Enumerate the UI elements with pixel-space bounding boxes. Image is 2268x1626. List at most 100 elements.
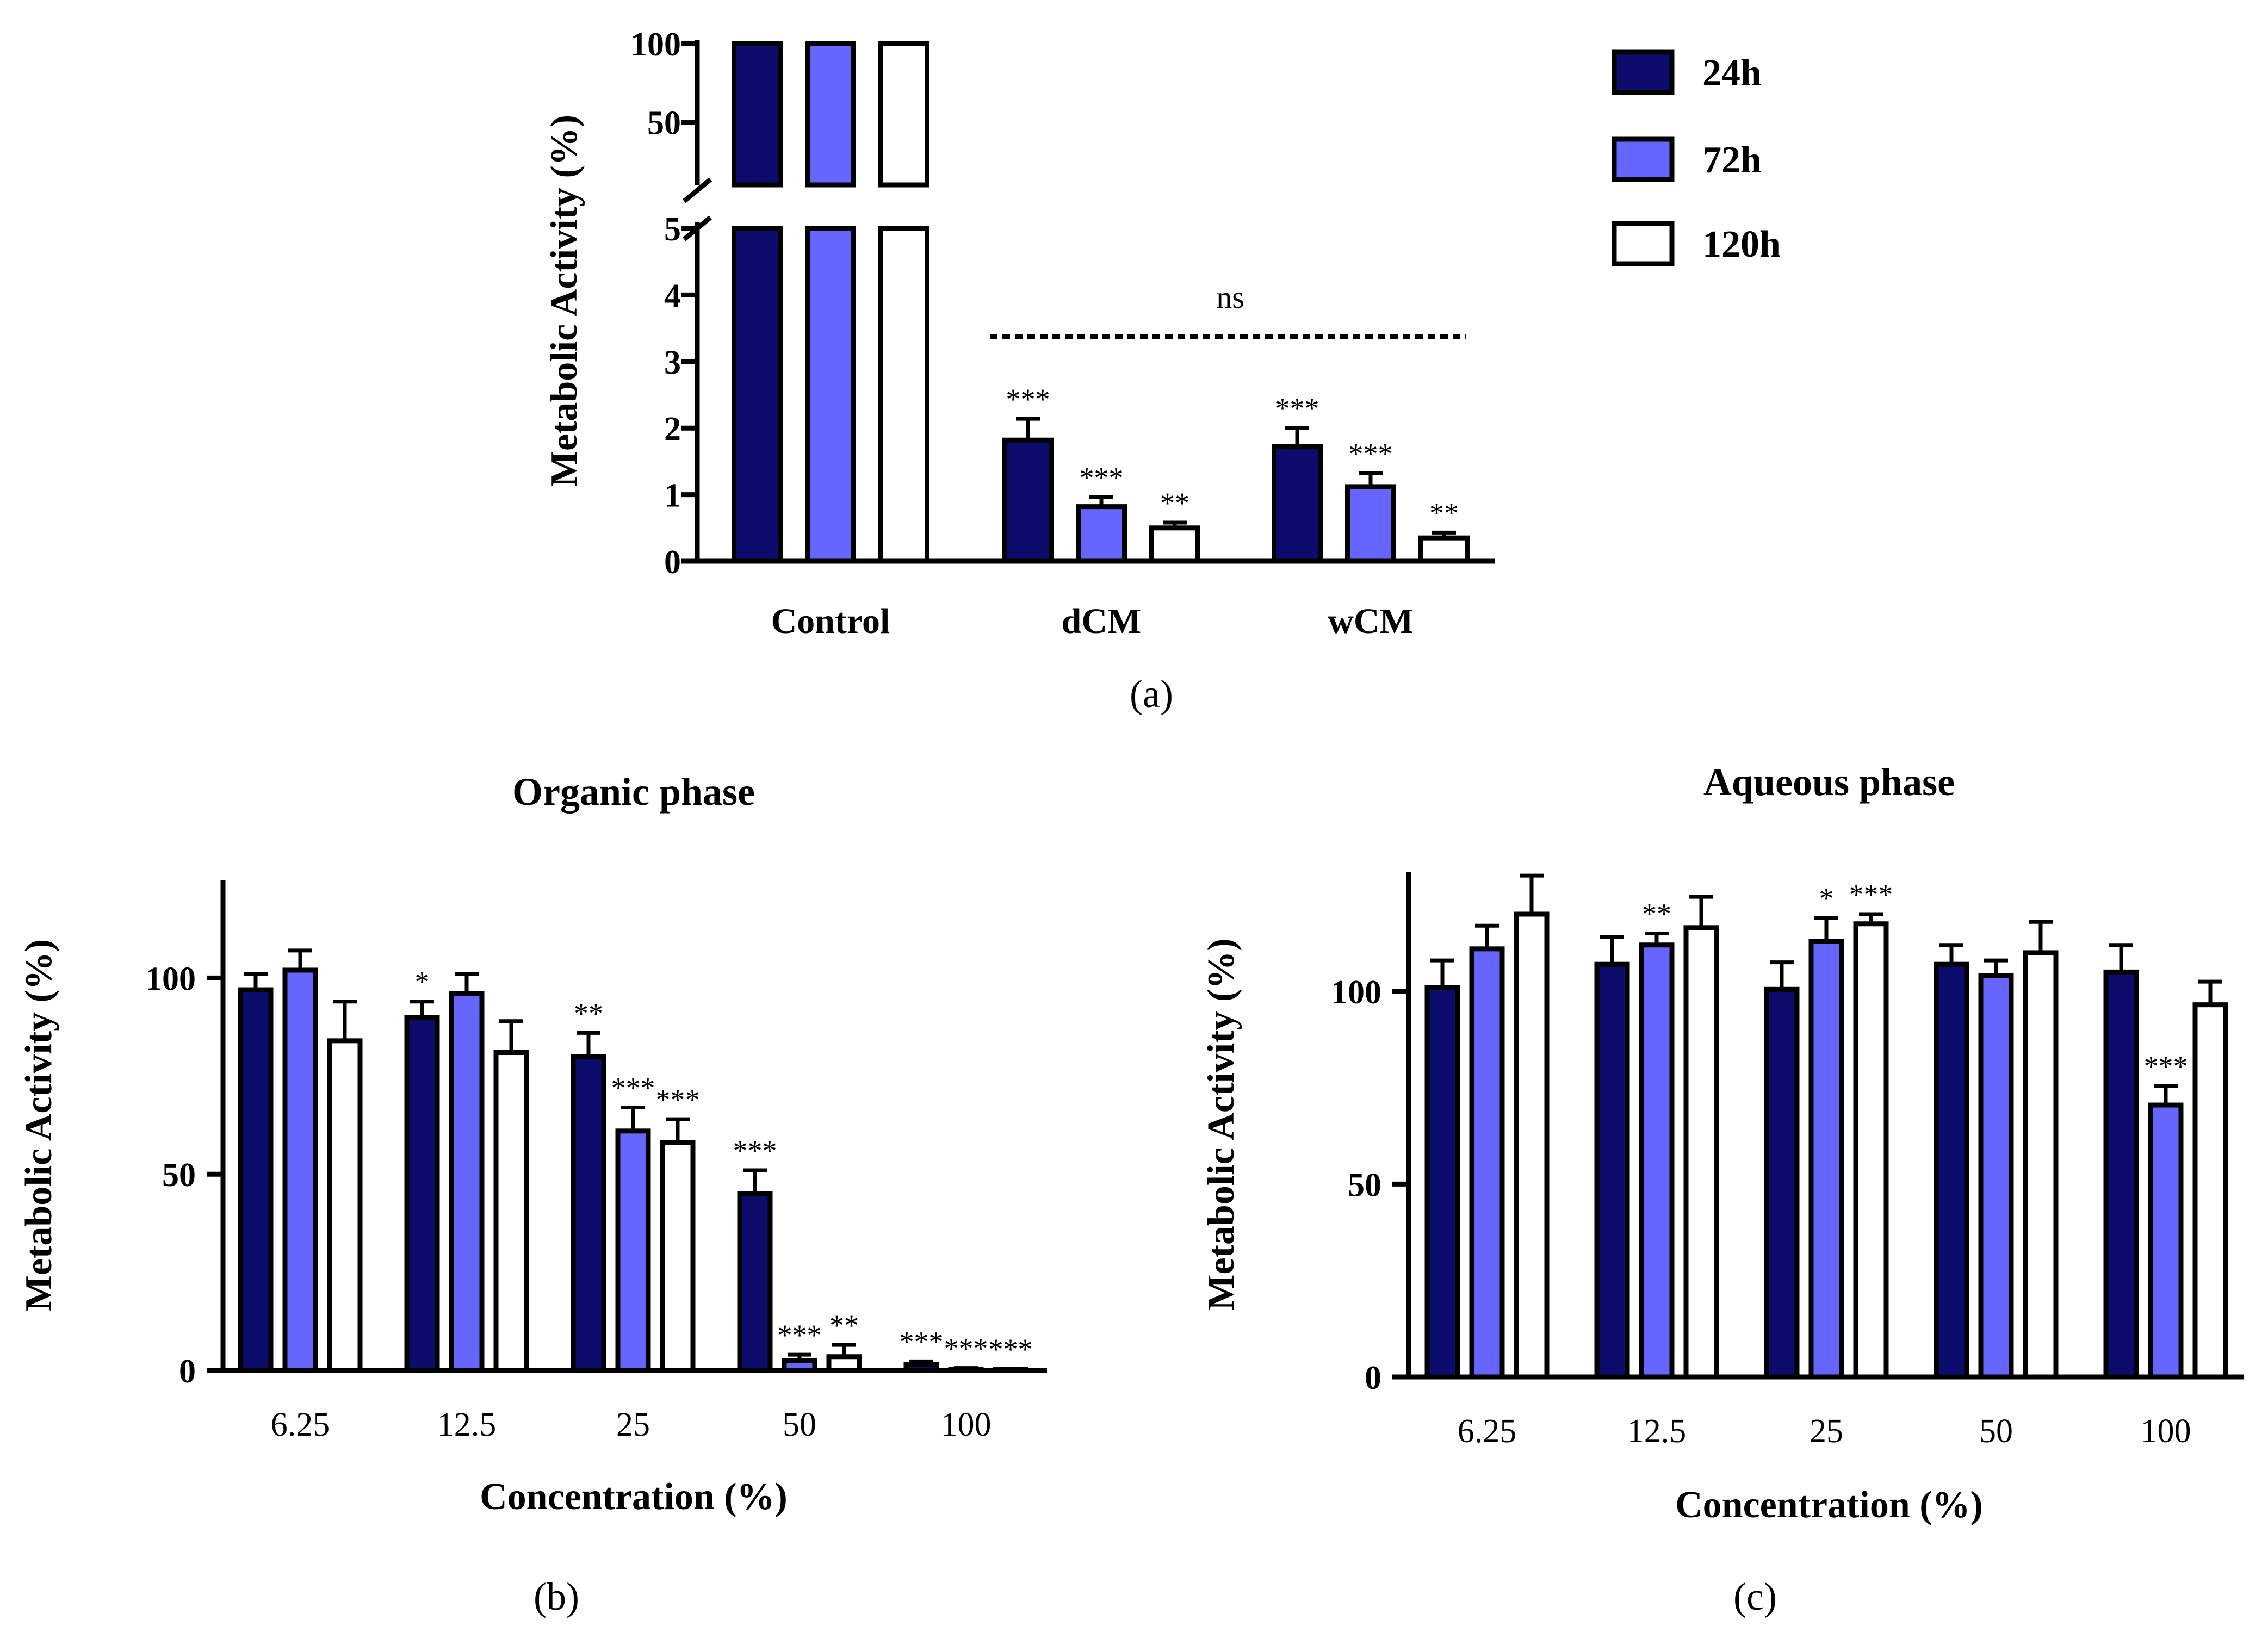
- panel-b-xtick-label: 100: [941, 1406, 992, 1443]
- panel-label-a: (a): [1130, 672, 1173, 716]
- panel-c-bar: [2148, 1102, 2184, 1380]
- legend-swatch-120h: [1612, 221, 1675, 266]
- panel-a-significance: ***: [1349, 437, 1393, 470]
- panel-b-significance: ***: [733, 1134, 777, 1167]
- panel-label-c: (c): [1733, 1575, 1777, 1618]
- panel-c-title: Aqueous phase: [1703, 760, 1955, 804]
- panel-c-bar: [2192, 1002, 2228, 1380]
- panel-c-bar: [1424, 985, 1460, 1380]
- legend-swatch-72h: [1612, 136, 1675, 182]
- panel-a-significance: ***: [1080, 461, 1124, 494]
- panel-b-bar: [571, 1054, 606, 1373]
- panel-b-significance: ***: [778, 1319, 822, 1351]
- panel-b-ytick-label: 100: [145, 960, 196, 997]
- panel-c-bar: [1934, 961, 1969, 1380]
- panel-label-b: (b): [534, 1575, 579, 1618]
- panel-c-xtick-label: 100: [2141, 1413, 2191, 1450]
- panel-c-bar: [1978, 973, 2014, 1380]
- panel-b-bar: [826, 1354, 862, 1373]
- panel-a-bar-upper: [878, 41, 929, 188]
- panel-b-ytick-label: 50: [162, 1157, 196, 1194]
- panel-a-ytick-label: 2: [664, 411, 681, 448]
- panel-a-significance: **: [1160, 487, 1189, 519]
- panel-a-bar: [732, 226, 783, 564]
- panel-c-bar: [1853, 921, 1889, 1380]
- panel-a-xtick-label: dCM: [1062, 601, 1142, 641]
- panel-c-chart: 0 50 100 Metabolic Activity (%) Concentratio…: [1200, 760, 2244, 1526]
- panel-b-bar: [404, 1015, 440, 1373]
- panel-a-bar: [878, 226, 929, 564]
- panel-b-significance: ***: [900, 1325, 944, 1358]
- panel-a-bar: [1418, 535, 1470, 564]
- legend-swatch-24h: [1612, 49, 1675, 95]
- panel-a-ytick-label: 100: [630, 26, 681, 63]
- panel-b-significance: ***: [989, 1333, 1033, 1366]
- panel-a-y-axis-label: Metabolic Activity (%): [543, 115, 585, 487]
- panel-a-bar: [1345, 484, 1396, 564]
- panel-a-ytick-label: 5: [664, 211, 681, 248]
- panel-b-xtick-label: 25: [616, 1406, 650, 1443]
- panel-b-bar: [449, 991, 485, 1373]
- panel-c-bar: [1594, 961, 1630, 1380]
- legend-label-120h: 120h: [1702, 224, 1781, 265]
- panel-a-ytick-label: 3: [664, 344, 681, 381]
- panel-a-bar: [1002, 437, 1054, 564]
- panel-a-ytick-label: 1: [664, 477, 681, 514]
- panel-b-title: Organic phase: [512, 770, 755, 814]
- panel-a-bar: [1149, 525, 1200, 564]
- panel-c-ytick-label: 0: [1365, 1360, 1381, 1397]
- panel-c-significance: **: [1642, 897, 1671, 930]
- panel-b-xtick-label: 12.5: [437, 1406, 497, 1443]
- panel-b-x-axis-label: Concentration (%): [480, 1476, 788, 1518]
- panel-a-ytick-label: 4: [664, 277, 681, 314]
- panel-a-axis-break-upper: [683, 177, 712, 203]
- panel-b-bar: [782, 1358, 817, 1373]
- panel-b-ytick-label: 0: [179, 1353, 196, 1390]
- panel-c-y-axis-label: Metabolic Activity (%): [1200, 938, 1242, 1310]
- panel-b-chart: 0 50 100 Metabolic Activity (%) Concentratio…: [18, 770, 1047, 1518]
- panel-a-xtick-label: wCM: [1328, 601, 1414, 641]
- panel-a-significance: ***: [1275, 392, 1319, 425]
- legend: 24h 72h 120h: [1612, 49, 1781, 266]
- panel-b-significance: **: [829, 1309, 859, 1342]
- legend-label-24h: 24h: [1702, 52, 1762, 94]
- panel-a-ytick-label: 0: [664, 544, 681, 581]
- panel-b-significance: *: [415, 966, 430, 998]
- panel-c-xtick-label: 12.5: [1627, 1413, 1687, 1450]
- panel-b-bar: [903, 1362, 939, 1373]
- panel-c-xtick-label: 25: [1810, 1413, 1843, 1450]
- panel-c-bar: [2023, 950, 2059, 1380]
- panel-a-chart: 0 1 2 3 4 5 50 100 Metabolic Activity (%) Control…: [543, 26, 1495, 641]
- panel-c-xtick-label: 6.25: [1458, 1413, 1517, 1450]
- panel-b-xtick-label: 6.25: [271, 1406, 330, 1443]
- legend-label-72h: 72h: [1702, 139, 1762, 181]
- panel-a-bar-upper: [805, 41, 856, 188]
- panel-a-bar-upper: [732, 41, 783, 188]
- panel-b-bar: [615, 1128, 651, 1373]
- panel-c-significance: ***: [1849, 878, 1893, 911]
- panel-a-comparison-label: ns: [1216, 280, 1244, 315]
- panel-c-bar: [1469, 946, 1505, 1380]
- panel-b-significance: ***: [944, 1332, 988, 1365]
- panel-b-bar: [660, 1140, 696, 1373]
- panel-a-bar: [805, 226, 856, 564]
- panel-c-ytick-label: 100: [1331, 974, 1381, 1011]
- panel-b-bar: [282, 967, 318, 1373]
- panel-b-significance: ***: [611, 1072, 655, 1104]
- panel-a-significance: **: [1429, 497, 1459, 529]
- panel-c-bar: [1808, 939, 1844, 1380]
- panel-b-significance: **: [574, 997, 603, 1029]
- panel-c-bar: [1514, 911, 1550, 1380]
- panel-c-bar: [1683, 925, 1719, 1380]
- panel-c-bar: [1764, 986, 1800, 1380]
- panel-c-bar: [1639, 942, 1675, 1380]
- panel-b-bar: [493, 1050, 529, 1373]
- panel-a-xtick-label: Control: [771, 601, 890, 641]
- panel-c-x-axis-label: Concentration (%): [1675, 1484, 1983, 1526]
- panel-c-xtick-label: 50: [1979, 1413, 2013, 1450]
- panel-c-ytick-label: 50: [1348, 1166, 1381, 1203]
- panel-b-bar: [238, 987, 274, 1373]
- panel-a-bar: [1272, 444, 1323, 564]
- panel-b-significance: ***: [656, 1083, 700, 1116]
